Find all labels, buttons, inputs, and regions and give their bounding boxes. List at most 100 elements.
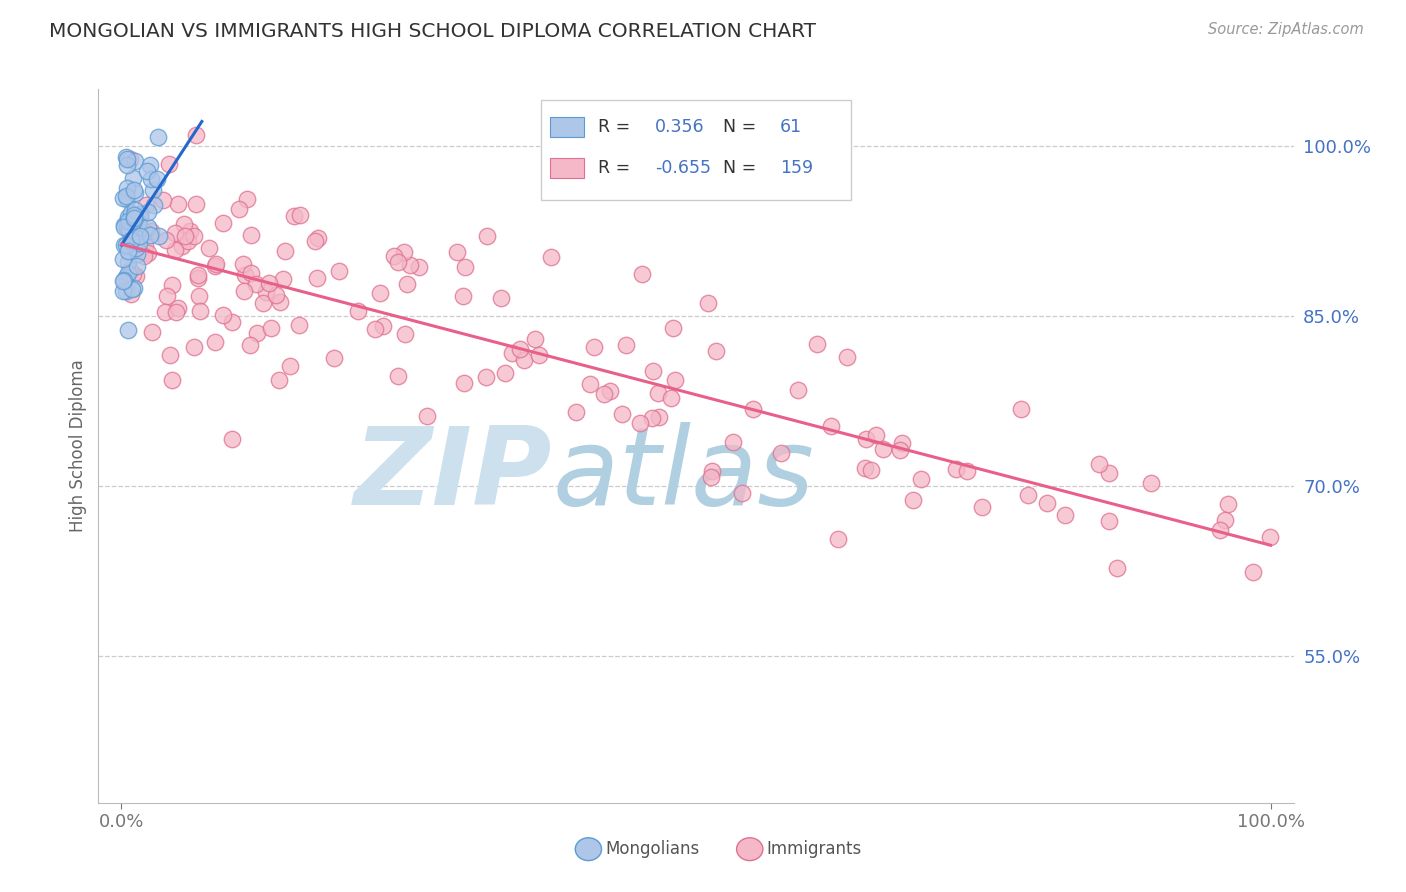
Point <box>855 460 877 475</box>
Point <box>145 172 167 186</box>
Point <box>236 192 259 206</box>
Point <box>204 257 226 271</box>
Point <box>122 208 145 222</box>
Point <box>187 271 209 285</box>
Text: Immigrants: Immigrants <box>766 840 862 858</box>
Point <box>129 229 152 244</box>
Point <box>162 277 184 292</box>
Point <box>124 154 146 169</box>
Point <box>1098 466 1121 480</box>
Point <box>1088 457 1111 471</box>
Point <box>287 318 309 333</box>
Point <box>139 159 162 173</box>
Point <box>304 235 326 249</box>
Point <box>112 273 135 287</box>
Point <box>731 486 754 500</box>
Point <box>903 493 925 508</box>
Point <box>489 291 512 305</box>
Point <box>477 228 499 243</box>
FancyBboxPatch shape <box>550 158 583 178</box>
Point <box>582 340 605 354</box>
Point <box>128 235 150 250</box>
Point <box>700 464 723 478</box>
Point <box>166 197 188 211</box>
Point <box>129 211 152 225</box>
Point <box>269 373 291 387</box>
Point <box>1010 402 1032 417</box>
Point <box>122 184 145 198</box>
Point <box>451 288 474 302</box>
Point <box>120 206 142 220</box>
Point <box>664 373 686 387</box>
Point <box>138 205 160 219</box>
Text: ZIP: ZIP <box>354 422 553 527</box>
Point <box>134 238 156 252</box>
FancyBboxPatch shape <box>541 100 852 200</box>
Point <box>114 269 136 284</box>
Point <box>956 464 979 478</box>
Point <box>120 287 142 301</box>
Point <box>269 294 291 309</box>
Point <box>273 244 295 258</box>
Point <box>221 315 243 329</box>
Point <box>117 211 139 225</box>
Point <box>1098 514 1121 528</box>
Point <box>166 301 188 315</box>
Point <box>212 308 235 322</box>
Point <box>115 220 138 235</box>
Point <box>323 351 346 365</box>
Point <box>392 245 415 260</box>
Point <box>328 263 350 277</box>
Point <box>347 304 370 318</box>
Text: Source: ZipAtlas.com: Source: ZipAtlas.com <box>1208 22 1364 37</box>
Point <box>643 364 665 378</box>
Point <box>273 272 295 286</box>
Point <box>122 281 145 295</box>
Point <box>578 377 600 392</box>
Point <box>1258 530 1281 544</box>
Point <box>307 230 329 244</box>
Point <box>257 276 280 290</box>
Point <box>612 407 634 421</box>
Point <box>631 267 654 281</box>
Text: R =: R = <box>598 159 636 177</box>
Point <box>159 348 181 362</box>
Point <box>889 443 911 458</box>
Point <box>183 340 205 354</box>
Point <box>134 226 156 240</box>
Point <box>696 296 718 310</box>
Point <box>364 321 387 335</box>
Point <box>395 277 418 291</box>
Ellipse shape <box>737 838 763 861</box>
Point <box>197 241 219 255</box>
Point <box>146 130 169 145</box>
Point <box>121 283 143 297</box>
Text: -0.655: -0.655 <box>655 159 711 177</box>
Point <box>204 334 226 349</box>
Point <box>117 244 139 259</box>
Point <box>152 194 174 208</box>
Text: 61: 61 <box>780 118 801 136</box>
Text: 0.356: 0.356 <box>655 118 704 136</box>
Point <box>1036 495 1059 509</box>
Point <box>136 245 159 260</box>
Point <box>118 262 141 277</box>
Point <box>115 158 138 172</box>
Point <box>112 252 135 266</box>
Point <box>239 338 262 352</box>
Point <box>1017 488 1039 502</box>
Point <box>188 304 211 318</box>
Point <box>513 352 536 367</box>
Point <box>139 223 162 237</box>
Point <box>494 366 516 380</box>
Point <box>115 181 138 195</box>
Point <box>278 359 301 374</box>
Point <box>115 150 138 164</box>
Point <box>118 223 141 237</box>
Point <box>454 260 477 274</box>
Point <box>260 321 283 335</box>
Point <box>1139 476 1161 491</box>
Point <box>382 249 405 263</box>
Point <box>648 410 671 425</box>
Point <box>1213 513 1236 527</box>
